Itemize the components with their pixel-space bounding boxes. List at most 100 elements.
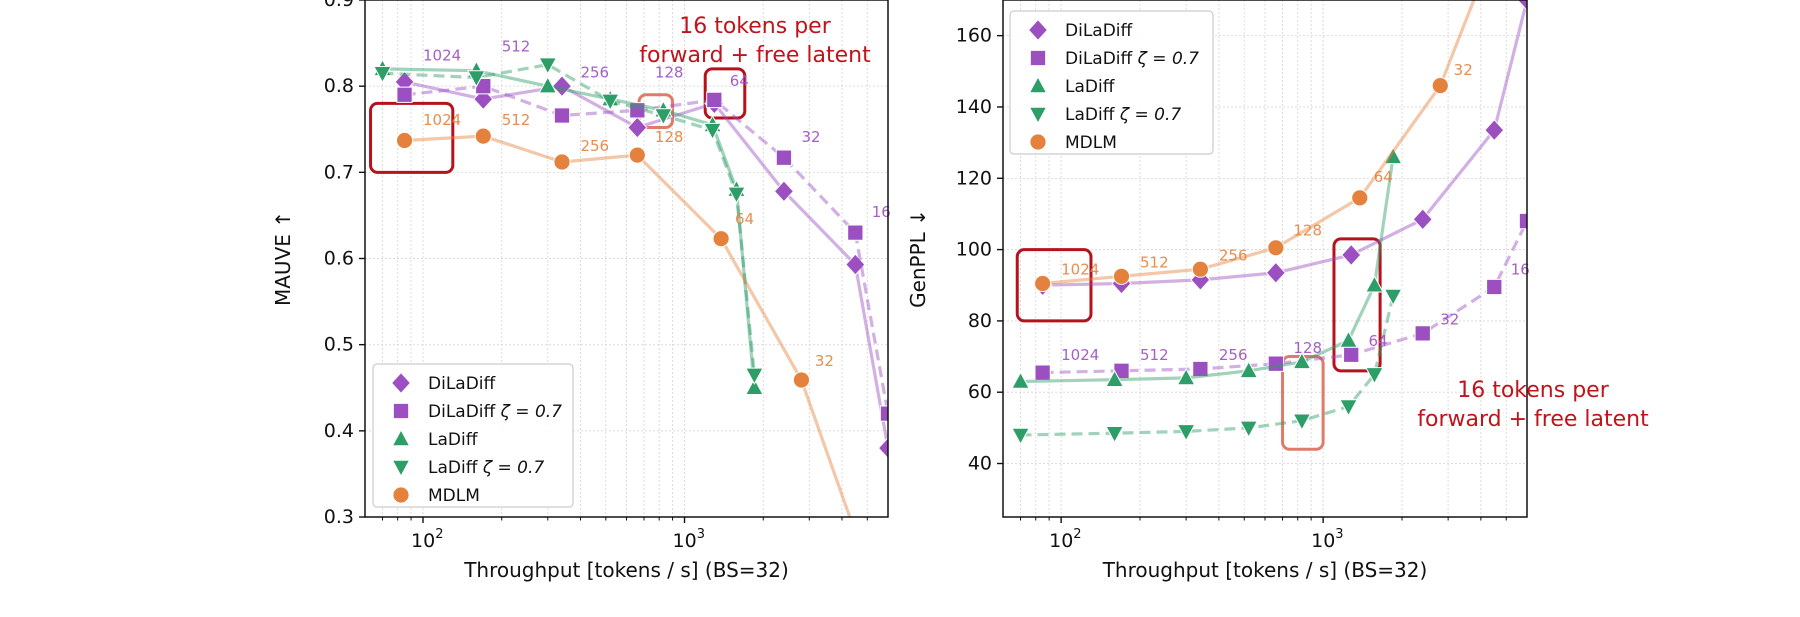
legend-series-suffix: ζ = 0.7 <box>1137 49 1200 69</box>
legend-label: MDLM <box>428 486 480 506</box>
data-point <box>712 230 730 248</box>
data-point <box>1011 427 1030 446</box>
legend-marker <box>392 486 410 504</box>
point-label: 128 <box>655 128 684 146</box>
x-tick-label: 102 <box>1049 527 1081 552</box>
data-point <box>475 78 492 95</box>
data-point <box>1105 425 1124 444</box>
data-point <box>373 65 392 84</box>
data-point <box>1341 243 1362 267</box>
y-axis-label: MAUVE ↑ <box>271 211 295 306</box>
legend-frame <box>1009 10 1214 155</box>
data-point <box>877 436 888 460</box>
data-point <box>792 371 811 389</box>
legend-series-name: LaDiff <box>428 430 479 450</box>
legend-series-name: MDLM <box>1065 133 1117 153</box>
data-point <box>1486 278 1503 296</box>
point-label: 16 <box>872 203 891 221</box>
x-tick-base: 10 <box>1311 530 1335 552</box>
point-label: 32 <box>815 352 834 370</box>
gridlines <box>1003 0 1527 517</box>
data-point <box>1518 212 1527 230</box>
y-tick-label: 0.5 <box>324 334 354 356</box>
data-point <box>879 405 888 422</box>
data-point <box>628 146 646 164</box>
point-label: 1024 <box>1061 261 1099 279</box>
y-tick-label: 40 <box>968 453 992 475</box>
legend-marker <box>1029 49 1047 67</box>
data-point <box>1365 275 1384 293</box>
x-tick-label: 102 <box>411 527 443 552</box>
series-group <box>373 57 888 517</box>
data-point <box>1034 274 1052 293</box>
y-tick-label: 0.9 <box>324 0 354 11</box>
legend-label: DiLaDiff ζ = 0.7 <box>428 402 562 422</box>
highlight-box <box>1332 237 1382 373</box>
x-tick-exponent: 3 <box>697 527 705 542</box>
legend-label: DiLaDiff <box>428 374 497 394</box>
annotation-line: 16 tokens per <box>1457 378 1609 403</box>
data-point <box>1414 325 1431 342</box>
data-point <box>1011 371 1030 389</box>
data-point <box>1239 420 1259 438</box>
annotation-line: forward + free latent <box>639 43 871 68</box>
x-tick-exponent: 2 <box>1073 527 1081 542</box>
data-point <box>538 76 558 94</box>
legend-series-name: DiLaDiff <box>428 374 497 394</box>
data-point <box>553 153 571 171</box>
series-line <box>1042 220 1527 375</box>
legend-series-name: LaDiff <box>1065 77 1116 97</box>
series-line <box>1042 0 1527 287</box>
y-tick-label: 0.6 <box>324 248 354 270</box>
data-point <box>1383 288 1403 306</box>
x-tick-label: 103 <box>673 527 705 552</box>
data-point <box>653 108 673 126</box>
data-point <box>727 186 746 204</box>
data-point <box>1105 369 1124 387</box>
legend-series-suffix: ζ = 0.7 <box>500 402 563 422</box>
y-tick-label: 0.4 <box>324 420 354 442</box>
point-label: 1024 <box>423 46 461 64</box>
legend-label: DiLaDiff ζ = 0.7 <box>1065 49 1199 69</box>
data-point <box>1176 424 1196 442</box>
highlight-box <box>1281 355 1325 451</box>
data-point <box>845 253 866 276</box>
data-point <box>1484 119 1505 142</box>
data-point <box>474 127 492 145</box>
data-point <box>773 180 795 203</box>
x-tick-base: 10 <box>411 530 435 552</box>
legend-label: LaDiff ζ = 0.7 <box>1065 105 1181 125</box>
data-point <box>706 91 723 109</box>
y-tick-label: 0.8 <box>324 75 354 97</box>
y-tick-label: 60 <box>968 381 992 403</box>
legend-series-name: DiLaDiff <box>428 402 497 422</box>
point-label: 16 <box>1511 261 1530 279</box>
data-point <box>538 57 558 75</box>
legend-series-suffix: ζ = 0.7 <box>482 458 545 478</box>
highlight-box <box>1015 248 1093 323</box>
data-point <box>467 70 486 88</box>
data-point <box>1176 367 1196 386</box>
data-point <box>1292 351 1312 370</box>
point-label: 32 <box>1454 61 1473 79</box>
point-label: 64 <box>1374 168 1393 186</box>
point-label: 512 <box>1140 346 1169 364</box>
point-label: 1024 <box>423 111 461 129</box>
y-tick-label: 140 <box>956 96 992 118</box>
data-point <box>1351 189 1369 207</box>
legend-series-name: DiLaDiff <box>1065 49 1134 69</box>
data-point <box>1267 355 1284 372</box>
data-point <box>1112 267 1131 285</box>
point-label: 32 <box>801 128 820 146</box>
legend-frame <box>372 363 574 508</box>
legend-marker <box>1028 75 1048 94</box>
legend-marker <box>390 371 412 395</box>
point-label: 64 <box>735 210 754 228</box>
annotation-line: 16 tokens per <box>679 14 831 39</box>
x-tick-label: 103 <box>1311 527 1343 552</box>
legend-marker <box>1027 18 1049 42</box>
point-label: 32 <box>1440 310 1459 328</box>
